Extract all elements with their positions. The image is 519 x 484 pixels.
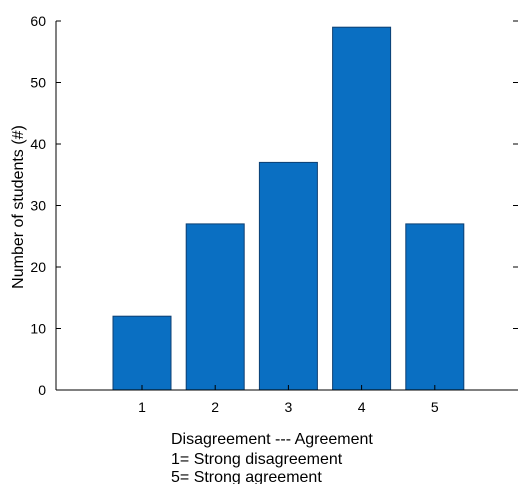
x-axis-caption-line-1: Disagreement --- Agreement (171, 431, 373, 448)
x-axis-caption-line-2: 1= Strong disagreement (171, 451, 343, 468)
x-tick-label: 3 (285, 399, 293, 415)
x-tick-label: 1 (138, 399, 146, 415)
y-axis-title: Number of students (#) (10, 125, 27, 289)
y-tick-label: 10 (30, 321, 46, 337)
bar-1 (112, 315, 172, 391)
bar-5 (405, 223, 465, 391)
y-tick-label: 0 (38, 382, 46, 398)
bars-layer (112, 26, 465, 391)
y-tick-label: 30 (30, 198, 46, 214)
x-axis-caption-line-3: 5= Strong agreement (171, 469, 322, 484)
x-tick-label: 4 (358, 399, 366, 415)
bar-3 (258, 161, 318, 391)
y-tick-label: 20 (30, 259, 46, 275)
x-axis-ticks: 1 2 3 4 5 (138, 385, 439, 415)
bar-4 (332, 26, 392, 391)
y-tick-label: 50 (30, 75, 46, 91)
y-axis-ticks: 0 10 20 30 40 50 60 (30, 13, 518, 398)
y-tick-label: 40 (30, 136, 46, 152)
x-tick-label: 5 (431, 399, 439, 415)
y-tick-label: 60 (30, 13, 46, 29)
x-tick-label: 2 (211, 399, 219, 415)
bar-2 (185, 223, 245, 391)
